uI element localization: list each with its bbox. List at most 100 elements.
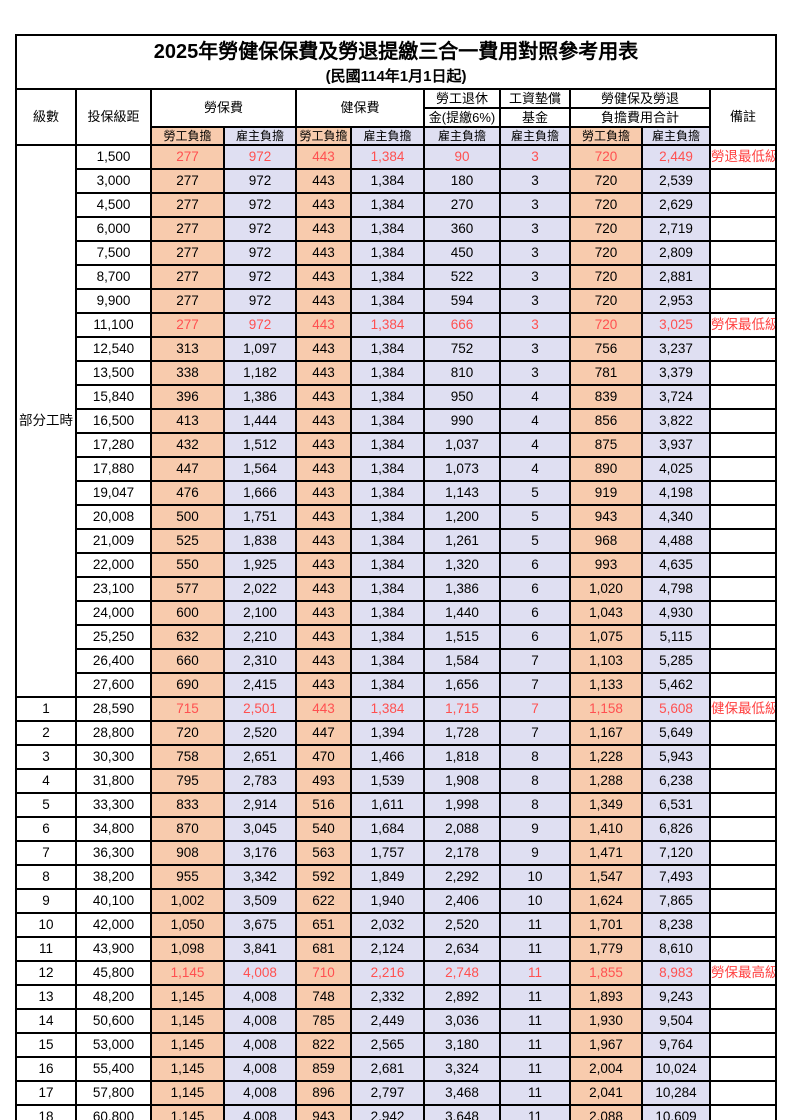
- subheader-total-worker: 勞工負擔: [569, 126, 643, 146]
- bracket-cell: 17,280: [75, 432, 152, 458]
- remark-cell: [708, 600, 778, 626]
- pension-employer-cell: 1,728: [423, 720, 501, 746]
- labor-worker-cell: 476: [150, 480, 225, 506]
- subheader-labor-worker: 勞工負擔: [150, 126, 225, 146]
- remark-cell: [708, 216, 778, 242]
- total-employer-cell: 2,881: [641, 264, 711, 290]
- remark-cell: 勞保最低級距: [708, 312, 778, 338]
- table-row: 4,500 277 972 443 1,384 270 3 720 2,629: [16, 192, 778, 218]
- labor-employer-cell: 3,509: [223, 888, 297, 914]
- wage-fund-employer-cell: 11: [499, 936, 571, 962]
- table-row: 18 60,800 1,145 4,008 943 2,942 3,648 11 2,088 10…: [15, 1104, 778, 1120]
- labor-worker-cell: 432: [150, 432, 225, 458]
- header-row-3: 勞工負擔 雇主負擔 勞工負擔 雇主負擔 雇主負擔 雇主負擔 勞工負擔 雇主負擔: [16, 126, 776, 146]
- table-row: 17 57,800 1,145 4,008 896 2,797 3,468 11 2,041 10…: [15, 1080, 778, 1106]
- total-employer-cell: 2,809: [641, 240, 711, 266]
- labor-employer-cell: 4,008: [223, 1056, 297, 1082]
- bracket-cell: 55,400: [75, 1056, 152, 1082]
- total-employer-cell: 10,284: [641, 1080, 711, 1106]
- level-cell: 14: [15, 1008, 77, 1034]
- pension-employer-cell: 666: [423, 312, 501, 338]
- total-worker-cell: 1,228: [569, 744, 643, 770]
- labor-employer-cell: 4,008: [223, 1080, 297, 1106]
- wage-fund-employer-cell: 7: [499, 696, 571, 722]
- labor-worker-cell: 277: [150, 288, 225, 314]
- total-employer-cell: 4,798: [641, 576, 711, 602]
- wage-fund-employer-cell: 6: [499, 600, 571, 626]
- health-employer-cell: 1,384: [350, 528, 425, 554]
- labor-worker-cell: 1,145: [150, 1080, 225, 1106]
- bracket-cell: 8,700: [75, 264, 152, 290]
- bracket-cell: 24,000: [75, 600, 152, 626]
- labor-employer-cell: 2,210: [223, 624, 297, 650]
- remark-cell: [708, 1104, 778, 1120]
- remark-cell: [708, 576, 778, 602]
- wage-fund-employer-cell: 3: [499, 360, 571, 386]
- total-employer-cell: 5,608: [641, 696, 711, 722]
- remark-cell: 健保最低級距: [708, 696, 778, 722]
- level-cell: 9: [15, 888, 77, 914]
- labor-worker-cell: 1,145: [150, 1104, 225, 1120]
- level-cell: 10: [15, 912, 77, 938]
- pension-employer-cell: 2,292: [423, 864, 501, 890]
- table-row: 25,250 632 2,210 443 1,384 1,515 6 1,075 5,115: [16, 624, 778, 650]
- remark-cell: [708, 1056, 778, 1082]
- header-pension-line1: 勞工退休: [423, 88, 501, 109]
- header-wage-fund-line2: 基金: [499, 107, 571, 128]
- total-employer-cell: 5,285: [641, 648, 711, 674]
- pension-employer-cell: 1,440: [423, 600, 501, 626]
- table-row: 15 53,000 1,145 4,008 822 2,565 3,180 11 1,967 9,…: [15, 1032, 778, 1058]
- labor-employer-cell: 4,008: [223, 984, 297, 1010]
- health-employer-cell: 1,384: [350, 624, 425, 650]
- health-worker-cell: 896: [295, 1080, 352, 1106]
- labor-employer-cell: 972: [223, 144, 297, 170]
- title-cell: 2025年勞健保保費及勞退提繳三合一費用對照參考用表 (民國114年1月1日起): [14, 34, 778, 90]
- remark-cell: [708, 264, 778, 290]
- wage-fund-employer-cell: 8: [499, 744, 571, 770]
- labor-employer-cell: 1,751: [223, 504, 297, 530]
- labor-employer-cell: 972: [223, 312, 297, 338]
- labor-worker-cell: 525: [150, 528, 225, 554]
- remark-cell: [708, 480, 778, 506]
- table-row: 6,000 277 972 443 1,384 360 3 720 2,719: [16, 216, 778, 242]
- labor-employer-cell: 2,520: [223, 720, 297, 746]
- labor-employer-cell: 2,022: [223, 576, 297, 602]
- table-row: 23,100 577 2,022 443 1,384 1,386 6 1,020 4,798: [16, 576, 778, 602]
- wage-fund-employer-cell: 11: [499, 1056, 571, 1082]
- total-worker-cell: 720: [569, 216, 643, 242]
- health-worker-cell: 822: [295, 1032, 352, 1058]
- fee-table: 2025年勞健保保費及勞退提繳三合一費用對照參考用表 (民國114年1月1日起)…: [14, 34, 778, 1120]
- health-employer-cell: 1,684: [350, 816, 425, 842]
- pension-employer-cell: 450: [423, 240, 501, 266]
- total-worker-cell: 720: [569, 312, 643, 338]
- labor-worker-cell: 833: [150, 792, 225, 818]
- pension-employer-cell: 1,998: [423, 792, 501, 818]
- wage-fund-employer-cell: 7: [499, 720, 571, 746]
- total-employer-cell: 10,609: [641, 1104, 711, 1120]
- total-worker-cell: 943: [569, 504, 643, 530]
- wage-fund-employer-cell: 10: [499, 888, 571, 914]
- total-employer-cell: 4,635: [641, 552, 711, 578]
- health-worker-cell: 681: [295, 936, 352, 962]
- total-worker-cell: 968: [569, 528, 643, 554]
- pension-employer-cell: 360: [423, 216, 501, 242]
- table-row: 22,000 550 1,925 443 1,384 1,320 6 993 4,635: [16, 552, 778, 578]
- wage-fund-employer-cell: 7: [499, 672, 571, 698]
- health-employer-cell: 1,384: [350, 384, 425, 410]
- table-row: 12 45,800 1,145 4,008 710 2,216 2,748 11 1,855 8,…: [15, 960, 778, 986]
- level-cell: 8: [15, 864, 77, 890]
- pension-employer-cell: 810: [423, 360, 501, 386]
- remark-cell: [708, 816, 778, 842]
- health-employer-cell: 1,384: [350, 648, 425, 674]
- bracket-cell: 9,900: [75, 288, 152, 314]
- health-employer-cell: 2,942: [350, 1104, 425, 1120]
- total-worker-cell: 993: [569, 552, 643, 578]
- health-employer-cell: 1,384: [350, 480, 425, 506]
- header-row-2: 金(提繳6%) 基金 負擔費用合計: [16, 107, 776, 128]
- health-worker-cell: 443: [295, 528, 352, 554]
- health-worker-cell: 540: [295, 816, 352, 842]
- labor-worker-cell: 1,145: [150, 1032, 225, 1058]
- table-row: 7,500 277 972 443 1,384 450 3 720 2,809: [16, 240, 778, 266]
- labor-worker-cell: 1,002: [150, 888, 225, 914]
- health-worker-cell: 443: [295, 144, 352, 170]
